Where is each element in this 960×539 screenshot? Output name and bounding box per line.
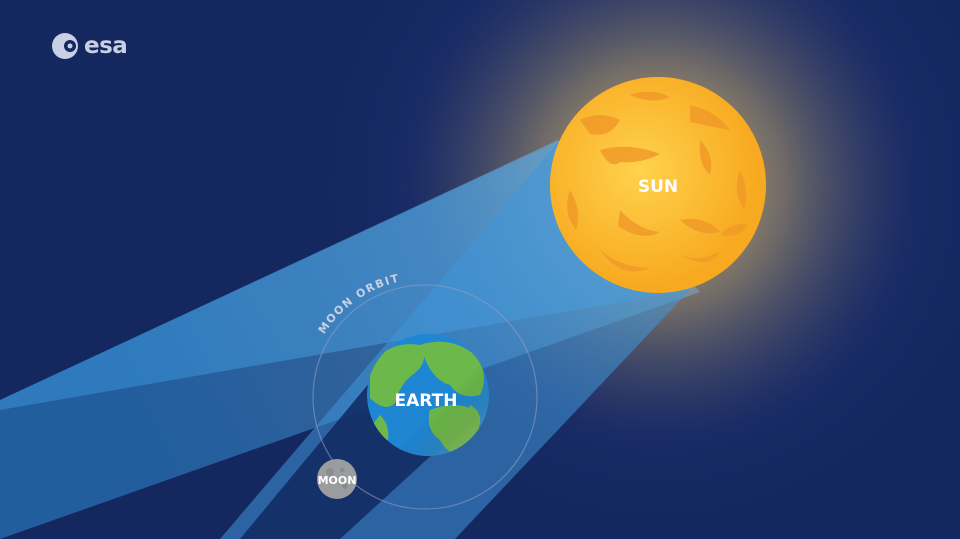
earth: EARTH [367,334,489,456]
earth-label: EARTH [395,391,458,411]
moon-orbit-ring [312,284,538,510]
sun: SUN [550,77,766,293]
moon: MOON [317,459,357,499]
sun-label: SUN [638,177,678,197]
esa-logo-icon [52,33,78,59]
esa-logo: esa [50,30,128,62]
moon-label: MOON [318,474,357,487]
esa-logo-text: esa [84,33,128,59]
